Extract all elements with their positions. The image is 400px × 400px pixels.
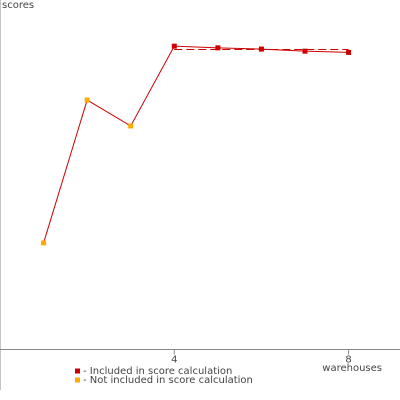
x-tick-label: 4 <box>171 354 177 365</box>
point <box>302 48 308 54</box>
legend-marker <box>75 377 80 383</box>
point <box>215 45 221 51</box>
point <box>258 46 264 52</box>
x-axis-label: warehouses <box>322 363 382 374</box>
legend-label: - Not included in score calculation <box>83 375 253 386</box>
point <box>346 49 352 55</box>
point <box>128 123 134 129</box>
legend-label: - Included in score calculation <box>83 366 232 377</box>
line <box>43 45 349 244</box>
y-axis-label: scores <box>2 0 34 11</box>
legend-marker <box>75 368 80 374</box>
x-tick-label: 8 <box>345 354 351 365</box>
point <box>41 240 47 246</box>
point <box>84 97 90 103</box>
point <box>171 43 177 49</box>
